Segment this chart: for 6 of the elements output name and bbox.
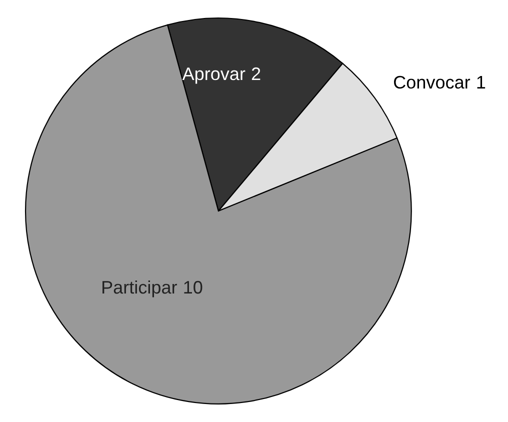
slice-label: Convocar (394, 76, 470, 89)
data-label: 10 (184, 280, 202, 294)
data-label: 2 (252, 67, 260, 80)
slice-label: Aprovar (182, 68, 246, 84)
slice-label: Participar (102, 280, 177, 298)
data-label: 1 (477, 76, 486, 88)
